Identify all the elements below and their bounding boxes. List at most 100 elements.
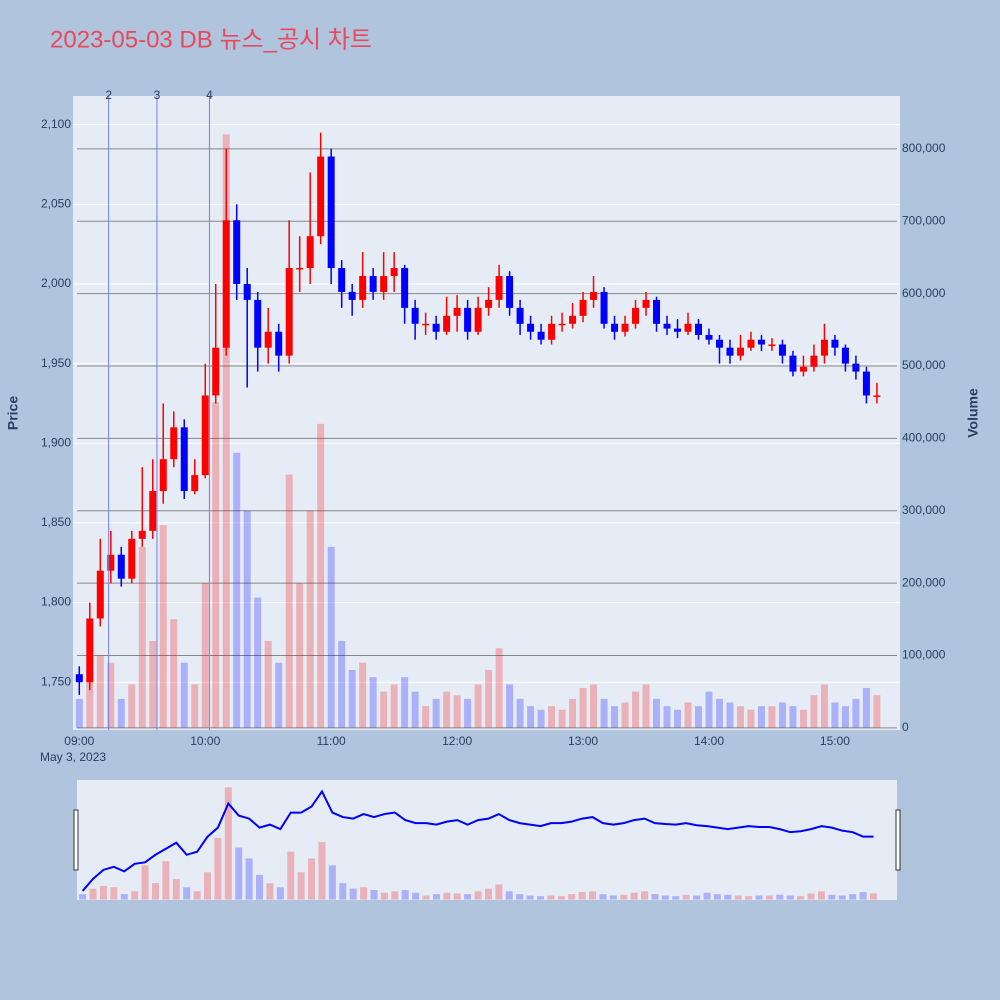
x-tick-label: 12:00 [442, 734, 472, 748]
slider-volume-bar [141, 865, 149, 900]
candle-body [401, 268, 409, 308]
volume-bar [506, 684, 514, 728]
volume-bar [715, 698, 723, 728]
volume-bar [621, 702, 629, 728]
slider-volume-bar [193, 891, 201, 900]
slider-volume-bar [609, 895, 617, 900]
slider-volume-bar [765, 895, 773, 900]
candle-body [852, 363, 860, 372]
slider-volume-bar [308, 858, 316, 900]
candle-body [862, 371, 870, 396]
volume-bar [306, 510, 314, 728]
slider-volume-bar [869, 893, 877, 900]
candle-body [243, 283, 251, 300]
slider-volume-bar [235, 847, 243, 900]
slider-volume-bar [162, 861, 170, 900]
volume-bar [170, 619, 178, 728]
slider-handle[interactable] [73, 809, 79, 871]
slider-volume-bar [505, 891, 513, 900]
slider-volume-bar [797, 896, 805, 900]
x-tick-label: 15:00 [820, 734, 850, 748]
volume-bar [674, 709, 682, 728]
candle-body [810, 355, 818, 367]
slider-volume-bar [412, 892, 420, 900]
volume-bar [516, 698, 524, 728]
y2-tick-label: 700,000 [902, 213, 946, 227]
candle-body [600, 291, 608, 324]
candle-body [537, 331, 545, 340]
volume-bar [873, 695, 881, 728]
candle-body [841, 347, 849, 364]
y-tick-label: 1,950 [41, 356, 71, 370]
candle-body [757, 339, 765, 345]
slider-volume-bar [214, 837, 222, 900]
candle-body [873, 395, 881, 397]
candle-body [799, 366, 807, 372]
slider-volume-bar [745, 896, 753, 900]
slider-volume-bar [651, 894, 659, 900]
volume-bar [75, 698, 83, 728]
candle-body [285, 268, 293, 356]
volume-bar [348, 669, 356, 728]
slider-volume-bar [516, 894, 524, 900]
slider-volume-bar [203, 872, 211, 900]
volume-bar [411, 691, 419, 728]
slider-volume-bar [661, 895, 669, 900]
range-slider[interactable] [77, 780, 897, 900]
news-marker-label: 3 [154, 88, 161, 102]
slider-volume-bar [224, 787, 232, 900]
y2-tick-label: 300,000 [902, 503, 946, 517]
volume-bar [422, 706, 430, 728]
slider-volume-bar [817, 891, 825, 900]
candle-body [611, 323, 619, 332]
volume-bar [317, 423, 325, 728]
slider-handle[interactable] [895, 809, 901, 871]
candle-body [264, 331, 272, 348]
candle-body [96, 570, 104, 619]
y-tick-label: 1,750 [41, 674, 71, 688]
volume-bar [736, 706, 744, 728]
slider-volume-bar [256, 874, 264, 900]
volume-bar [285, 474, 293, 728]
candle-body [705, 334, 713, 340]
volume-bar [96, 655, 104, 728]
volume-bar [611, 706, 619, 728]
y2-tick-label: 100,000 [902, 648, 946, 662]
candle-body [149, 491, 157, 531]
slider-volume-bar [453, 893, 461, 900]
candle-body [117, 554, 125, 579]
volume-bar [810, 695, 818, 728]
candle-body [558, 323, 566, 326]
volume-bar [485, 669, 493, 728]
volume-bar [296, 583, 304, 728]
candle-body [778, 344, 786, 356]
volume-bar [338, 640, 346, 728]
candle-body [359, 276, 367, 300]
volume-bar [579, 688, 587, 728]
volume-bar [149, 640, 157, 728]
volume-bar [841, 706, 849, 728]
slider-volume-bar [526, 895, 534, 900]
candle-body [338, 268, 346, 292]
candle-body [380, 276, 388, 292]
candle-body [579, 299, 587, 316]
volume-bar [831, 702, 839, 728]
slider-volume-bar [859, 892, 867, 900]
slider-volume-bar [151, 883, 159, 900]
slider-volume-bar [318, 842, 326, 900]
slider-volume-bar [849, 894, 857, 900]
slider-volume-bar [131, 891, 139, 900]
candle-body [222, 220, 230, 348]
slider-volume-bar [578, 892, 586, 900]
candle-body [590, 291, 598, 300]
volume-bar [705, 691, 713, 728]
candle-body [747, 339, 755, 348]
volume-bar [820, 684, 828, 728]
slider-volume-bar [432, 894, 440, 900]
slider-volume-bar [464, 894, 472, 900]
candle-body [831, 339, 839, 348]
y2-axis-title: Volume [965, 388, 981, 438]
candle-body [621, 323, 629, 332]
candle-body [296, 268, 304, 270]
